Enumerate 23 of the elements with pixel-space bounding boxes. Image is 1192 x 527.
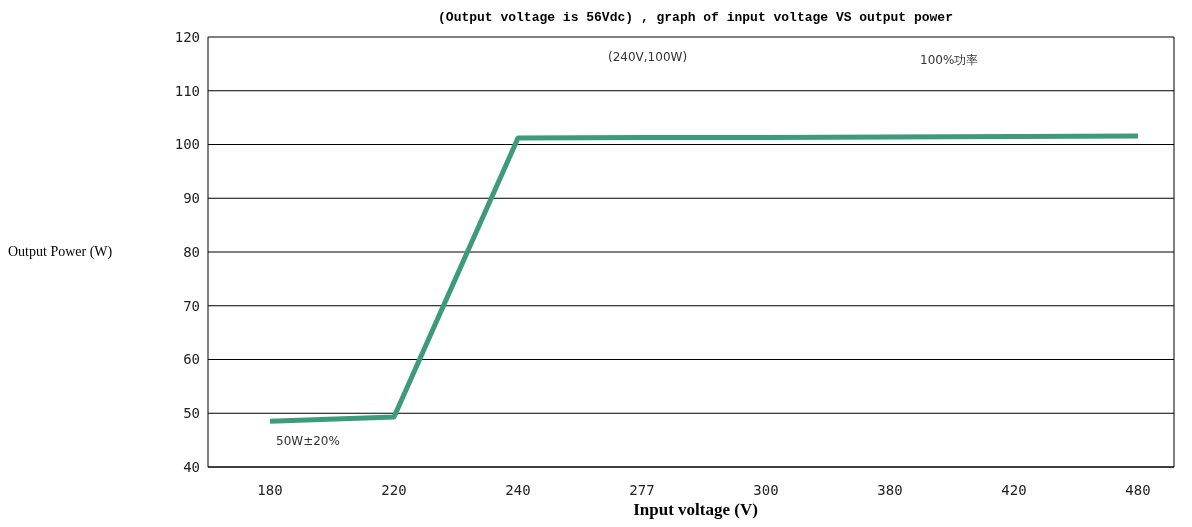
y-tick-label: 110 — [174, 82, 200, 99]
y-tick-label: 40 — [183, 458, 200, 475]
x-tick-label: 420 — [1001, 481, 1027, 498]
y-tick-label: 90 — [183, 190, 200, 207]
x-tick-label: 180 — [257, 481, 283, 498]
y-tick-label: 120 — [174, 28, 200, 45]
annotation: 50W±20% — [276, 434, 340, 448]
y-tick-label: 70 — [183, 297, 200, 314]
chart-title: (Output voltage is 56Vdc) , graph of input voltage VS output power — [437, 10, 954, 25]
x-tick-label: 220 — [381, 481, 407, 498]
y-tick-label: 100 — [174, 136, 200, 153]
y-tick-label: 80 — [183, 243, 200, 260]
annotation: (240V,100W) — [608, 50, 688, 64]
x-tick-label: 480 — [1125, 481, 1151, 498]
x-tick-label: 240 — [505, 481, 531, 498]
y-tick-label: 50 — [183, 405, 200, 422]
y-axis-title: Output Power (W) — [8, 244, 113, 260]
annotation: 100%功率 — [920, 52, 979, 69]
x-tick-label: 277 — [629, 481, 655, 498]
x-tick-label: 300 — [753, 481, 779, 498]
y-tick-label: 60 — [183, 351, 200, 368]
x-axis-title: Input voltage (V) — [632, 500, 759, 520]
x-tick-label: 380 — [877, 481, 903, 498]
